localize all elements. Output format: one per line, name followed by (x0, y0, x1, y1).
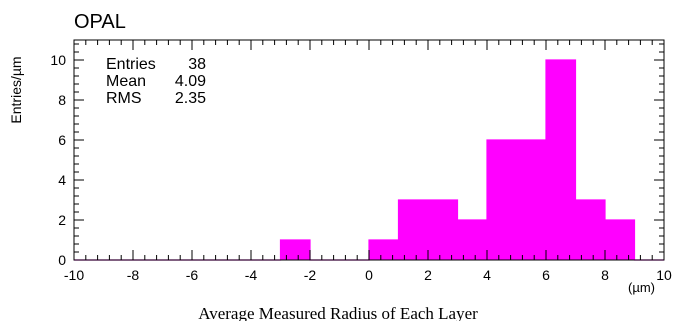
x-tick-label: 0 (365, 267, 373, 283)
axis-ticks (73, 40, 665, 261)
y-tick-label: 0 (58, 252, 66, 268)
x-tick-label: 6 (542, 267, 550, 283)
y-tick-label: 2 (58, 212, 66, 228)
x-axis-unit: (µm) (628, 280, 655, 295)
stat-mean-label: Mean (106, 73, 146, 90)
histogram-bar (428, 200, 458, 260)
y-tick-label: 6 (58, 132, 66, 148)
histogram-bars (74, 59, 664, 261)
histogram-bar (546, 60, 576, 260)
histogram-bar (575, 200, 605, 260)
histogram-bar (487, 140, 517, 260)
y-axis-label: Entries/µm (8, 56, 24, 123)
x-tick-label: 8 (601, 267, 609, 283)
x-tick-label: 4 (483, 267, 491, 283)
y-tick-labels: 0 2 4 6 8 10 (50, 52, 66, 268)
y-tick-label: 8 (58, 92, 66, 108)
x-axis-label: Average Measured Radius of Each Layer (198, 304, 478, 321)
stat-rms-label: RMS (106, 90, 142, 107)
y-tick-label: 10 (50, 52, 66, 68)
x-tick-label: -2 (304, 267, 317, 283)
histogram-bar (280, 240, 310, 260)
x-tick-label: -10 (64, 267, 84, 283)
histogram-bar (369, 240, 399, 260)
chart-title: OPAL (74, 11, 126, 33)
x-tick-label: 2 (424, 267, 432, 283)
x-tick-label: -4 (245, 267, 258, 283)
x-tick-labels: -10 -8 -6 -4 -2 0 2 4 6 8 10 (64, 267, 672, 283)
histogram-bar (398, 200, 428, 260)
histogram-bar (457, 220, 487, 260)
histogram-bar (516, 140, 546, 260)
stat-entries-value: 38 (188, 56, 206, 73)
stat-mean-value: 4.09 (175, 73, 206, 90)
x-tick-label: 10 (656, 267, 672, 283)
y-tick-label: 4 (58, 172, 66, 188)
stat-rms-value: 2.35 (175, 90, 206, 107)
x-tick-label: -6 (186, 267, 199, 283)
histogram-bar (605, 220, 635, 260)
x-tick-label: -8 (127, 267, 140, 283)
stat-entries-label: Entries (106, 56, 156, 73)
